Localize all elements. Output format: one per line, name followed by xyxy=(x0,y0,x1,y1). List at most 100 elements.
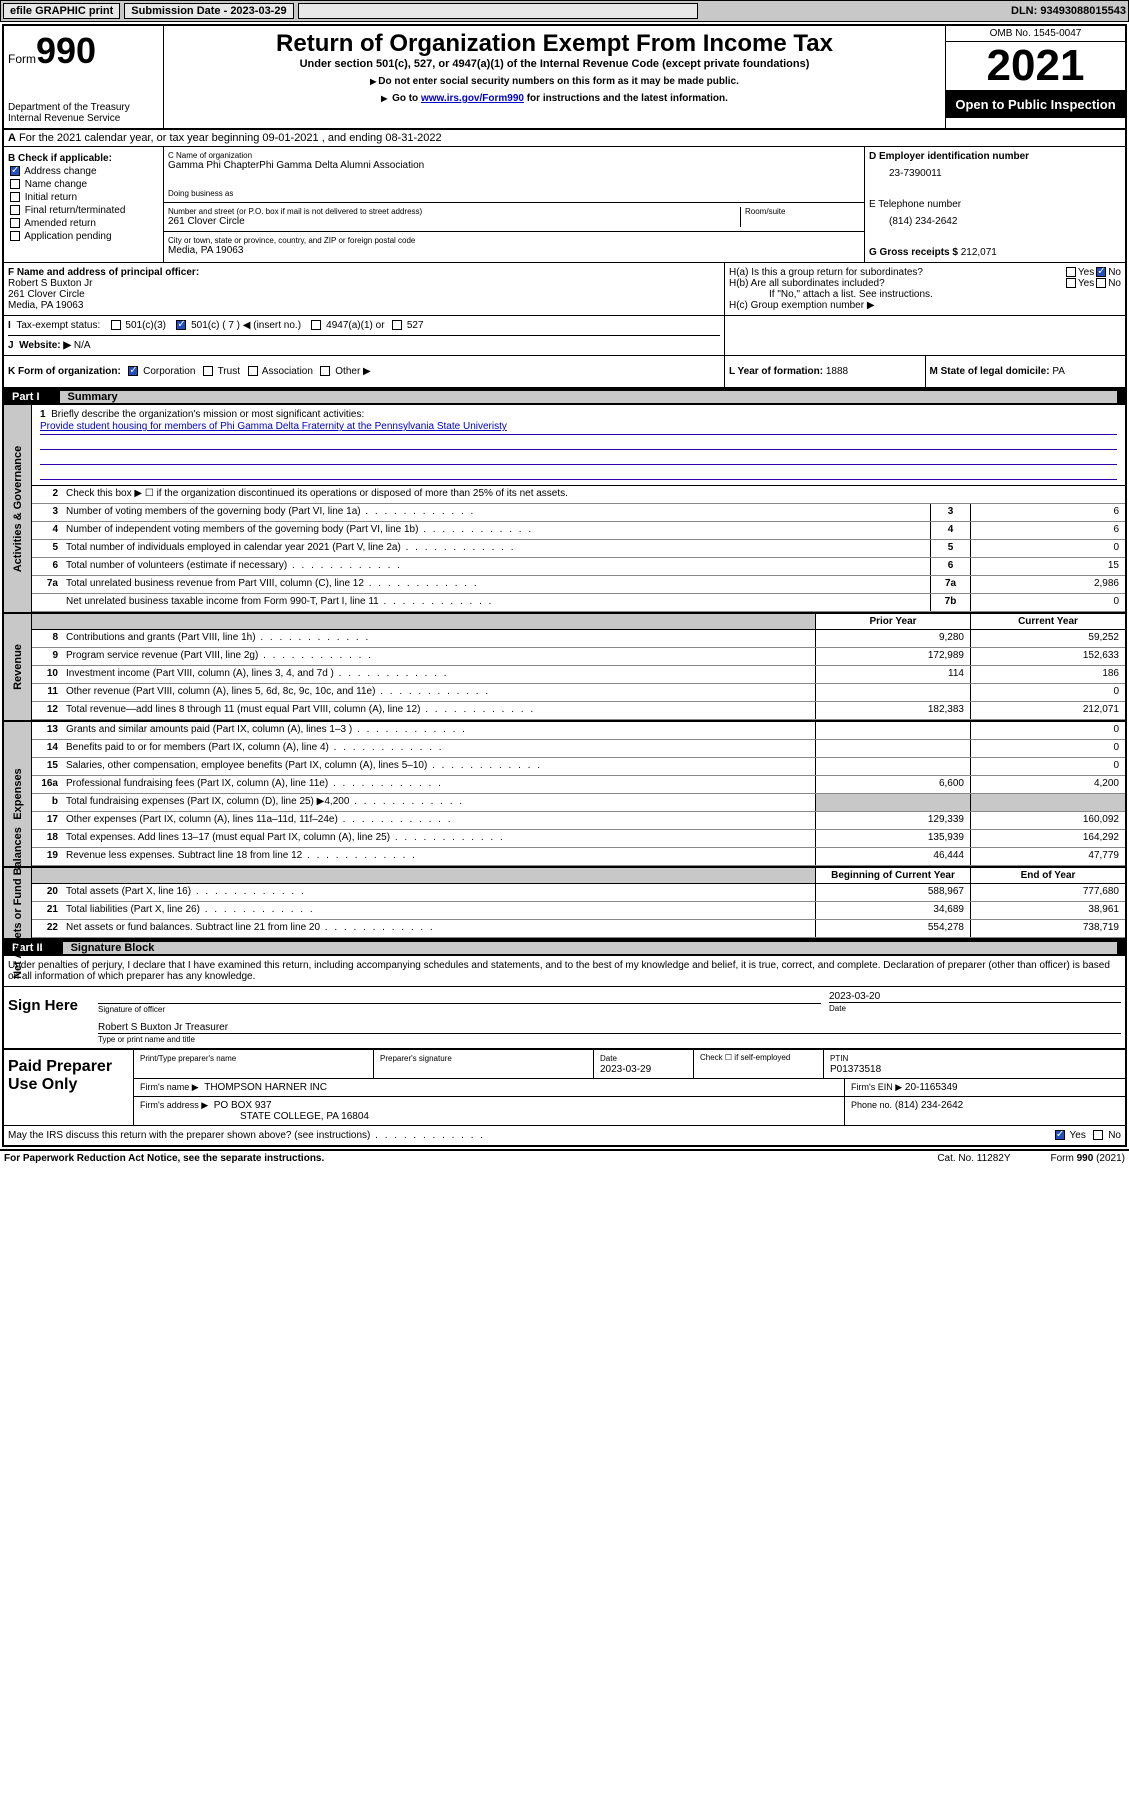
check-hb-no[interactable] xyxy=(1096,278,1106,288)
line-label: 4 xyxy=(930,522,970,539)
box-h: H(a) Is this a group return for subordin… xyxy=(725,263,1125,315)
hb-note: If "No," attach a list. See instructions… xyxy=(729,289,1121,300)
current-value: 212,071 xyxy=(970,702,1125,719)
prior-value: 135,939 xyxy=(815,830,970,847)
check-hb-yes[interactable] xyxy=(1066,278,1076,288)
line-text: Revenue less expenses. Subtract line 18 … xyxy=(62,848,815,865)
form-header: Form990 Department of the Treasury Inter… xyxy=(4,26,1125,130)
check-final[interactable] xyxy=(10,205,20,215)
header-middle: Return of Organization Exempt From Incom… xyxy=(164,26,945,128)
footer-paperwork: For Paperwork Reduction Act Notice, see … xyxy=(4,1153,324,1164)
lbl-app-pending: Application pending xyxy=(24,231,111,242)
table-row: 14 Benefits paid to or for members (Part… xyxy=(32,740,1125,758)
prior-value: 182,383 xyxy=(815,702,970,719)
current-value: 186 xyxy=(970,666,1125,683)
table-row: 20 Total assets (Part X, line 16)588,967… xyxy=(32,884,1125,902)
table-row: 16a Professional fundraising fees (Part … xyxy=(32,776,1125,794)
line-text: Professional fundraising fees (Part IX, … xyxy=(62,776,815,793)
box-i-j: I Tax-exempt status: 501(c)(3) 501(c) ( … xyxy=(4,316,725,355)
open-public-badge: Open to Public Inspection xyxy=(946,91,1125,118)
prior-value xyxy=(815,740,970,757)
check-ha-yes[interactable] xyxy=(1066,267,1076,277)
line-number xyxy=(32,594,62,611)
line-value: 2,986 xyxy=(970,576,1125,593)
part-1-title: Summary xyxy=(60,391,1117,403)
part-1-header: Part I Summary xyxy=(4,389,1125,405)
eoy-header: End of Year xyxy=(970,868,1125,883)
table-row: 17 Other expenses (Part IX, column (A), … xyxy=(32,812,1125,830)
table-row: 4 Number of independent voting members o… xyxy=(32,522,1125,540)
website-value: N/A xyxy=(74,340,91,351)
check-discuss-yes[interactable] xyxy=(1055,1130,1065,1140)
check-other[interactable] xyxy=(320,366,330,376)
subtitle-3: Go to www.irs.gov/Form990 for instructio… xyxy=(168,93,941,104)
prior-value xyxy=(815,794,970,811)
line-number: 11 xyxy=(32,684,62,701)
officer-type-label: Type or print name and title xyxy=(98,1035,195,1044)
line-number: 16a xyxy=(32,776,62,793)
line-text: Contributions and grants (Part VIII, lin… xyxy=(62,630,815,647)
side-activities-text: Activities & Governance xyxy=(12,445,24,572)
check-discuss-no[interactable] xyxy=(1093,1130,1103,1140)
efile-label: efile GRAPHIC print xyxy=(3,3,120,19)
lbl-501c: 501(c) ( 7 ) ◀ (insert no.) xyxy=(191,320,301,331)
line-text: Total unrelated business revenue from Pa… xyxy=(62,576,930,593)
part-2-title: Signature Block xyxy=(63,942,1117,954)
side-net-text: Net Assets or Fund Balances xyxy=(12,827,24,979)
prior-value: 9,280 xyxy=(815,630,970,647)
check-527[interactable] xyxy=(392,320,402,330)
expenses-section: Expenses 13 Grants and similar amounts p… xyxy=(4,722,1125,868)
mission-text[interactable]: Provide student housing for members of P… xyxy=(40,421,507,432)
current-value: 47,779 xyxy=(970,848,1125,865)
side-activities: Activities & Governance xyxy=(4,405,32,612)
domicile-label: M State of legal domicile: xyxy=(930,366,1050,377)
check-4947[interactable] xyxy=(311,320,321,330)
check-corp[interactable] xyxy=(128,366,138,376)
line-2: 2Check this box ▶ ☐ if the organization … xyxy=(32,486,1125,504)
box-l-m: L Year of formation: 1888 M State of leg… xyxy=(725,356,1125,387)
check-amended[interactable] xyxy=(10,218,20,228)
line-text: Grants and similar amounts paid (Part IX… xyxy=(62,722,815,739)
line-number: 8 xyxy=(32,630,62,647)
check-app-pending[interactable] xyxy=(10,231,20,241)
lbl-address-change: Address change xyxy=(24,166,96,177)
officer-signature-field[interactable]: Signature of officer xyxy=(98,1003,821,1014)
table-row: 13 Grants and similar amounts paid (Part… xyxy=(32,722,1125,740)
check-assoc[interactable] xyxy=(248,366,258,376)
check-name-change[interactable] xyxy=(10,179,20,189)
side-revenue: Revenue xyxy=(4,614,32,720)
phone-label: E Telephone number xyxy=(869,199,1121,210)
officer-street: 261 Clover Circle xyxy=(8,289,85,300)
irs-link[interactable]: www.irs.gov/Form990 xyxy=(421,93,524,104)
check-501c[interactable] xyxy=(176,320,186,330)
line-value: 0 xyxy=(970,540,1125,557)
header-right: OMB No. 1545-0047 2021 Open to Public In… xyxy=(945,26,1125,128)
check-ha-no[interactable] xyxy=(1096,267,1106,277)
check-initial[interactable] xyxy=(10,192,20,202)
form-990-container: Form990 Department of the Treasury Inter… xyxy=(2,24,1127,1147)
check-address-change[interactable] xyxy=(10,166,20,176)
paid-preparer-label: Paid Preparer Use Only xyxy=(4,1050,134,1125)
firm-addr-label: Firm's address ▶ xyxy=(140,1100,208,1110)
side-revenue-text: Revenue xyxy=(12,644,24,690)
current-value: 160,092 xyxy=(970,812,1125,829)
line-label: 7b xyxy=(930,594,970,611)
check-501c3[interactable] xyxy=(111,320,121,330)
check-trust[interactable] xyxy=(203,366,213,376)
lbl-corp: Corporation xyxy=(143,366,195,377)
prior-value: 46,444 xyxy=(815,848,970,865)
line-number: 10 xyxy=(32,666,62,683)
line-number: 9 xyxy=(32,648,62,665)
submission-date: Submission Date - 2023-03-29 xyxy=(124,3,293,19)
form-title: Return of Organization Exempt From Incom… xyxy=(168,30,941,58)
hc-label: H(c) Group exemption number ▶ xyxy=(729,300,1121,311)
city-state-zip: Media, PA 19063 xyxy=(168,245,860,256)
net-assets-section: Net Assets or Fund Balances Beginning of… xyxy=(4,868,1125,940)
goto-prefix: Go to xyxy=(392,93,421,104)
table-row: 18 Total expenses. Add lines 13–17 (must… xyxy=(32,830,1125,848)
line-number: 15 xyxy=(32,758,62,775)
table-row: 19 Revenue less expenses. Subtract line … xyxy=(32,848,1125,866)
side-expenses-text: Expenses xyxy=(12,768,24,819)
mission-block: 1 Briefly describe the organization's mi… xyxy=(32,405,1125,486)
line-number: 14 xyxy=(32,740,62,757)
